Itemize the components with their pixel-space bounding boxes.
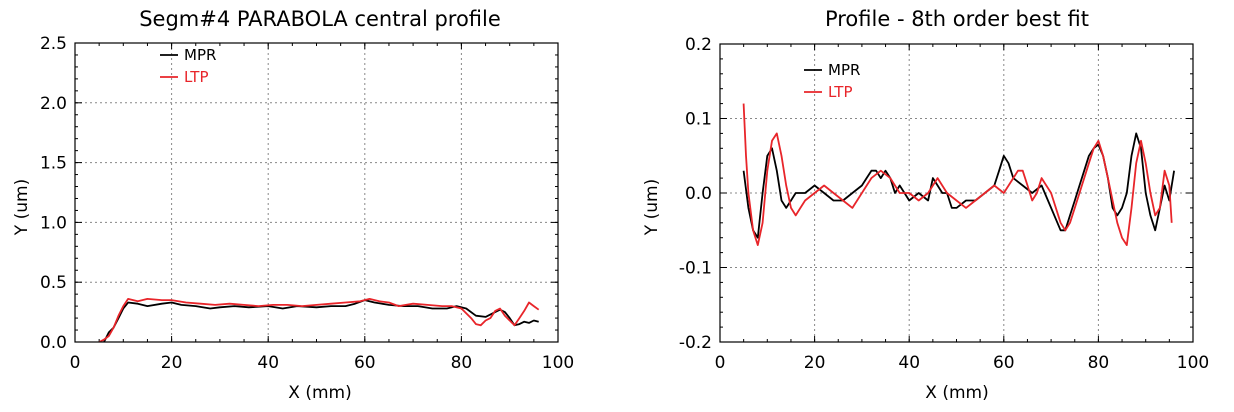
x-tick-label: 80 (1088, 353, 1110, 373)
x-tick-label: 40 (257, 353, 279, 373)
series-line-ltp (744, 104, 1172, 246)
y-tick-label: 1.5 (40, 154, 67, 174)
y-tick-label: 1.0 (40, 213, 67, 233)
chart-title: Segm#4 PARABOLA central profile (139, 7, 501, 31)
y-tick-label: 2.0 (40, 94, 67, 114)
legend-label: LTP (828, 83, 853, 101)
x-tick-label: 20 (161, 353, 183, 373)
plot-frame (75, 43, 558, 342)
x-tick-label: 80 (451, 353, 473, 373)
legend-label: MPR (184, 46, 216, 64)
x-tick-label: 0 (70, 353, 81, 373)
y-tick-label: 0.5 (40, 273, 67, 293)
x-tick-label: 60 (354, 353, 376, 373)
chart-title: Profile - 8th order best fit (825, 7, 1089, 31)
y-axis-label: Y (um) (642, 179, 662, 236)
legend-label: LTP (184, 68, 209, 86)
y-tick-label: -0.1 (679, 259, 712, 279)
x-axis-label: X (mm) (288, 383, 351, 403)
series-line-ltp (99, 299, 539, 342)
legend-label: MPR (828, 61, 860, 79)
x-tick-label: 60 (993, 353, 1015, 373)
right-chart: Profile - 8th order best fit X (mm) Y (u… (642, 7, 1209, 403)
y-tick-label: 0.2 (685, 35, 712, 55)
y-tick-label: 0.0 (40, 333, 67, 353)
y-tick-label: -0.2 (679, 333, 712, 353)
y-tick-label: 0.1 (685, 110, 712, 130)
x-tick-label: 20 (804, 353, 826, 373)
y-axis-label: Y (um) (12, 179, 32, 236)
x-tick-label: 0 (715, 353, 726, 373)
y-tick-label: 0.0 (685, 184, 712, 204)
x-axis-label: X (mm) (925, 383, 988, 403)
left-chart: Segm#4 PARABOLA central profile X (mm) Y… (12, 7, 574, 403)
y-tick-label: 2.5 (40, 34, 67, 54)
x-tick-label: 100 (1177, 353, 1209, 373)
x-tick-label: 100 (542, 353, 574, 373)
x-tick-label: 40 (898, 353, 920, 373)
